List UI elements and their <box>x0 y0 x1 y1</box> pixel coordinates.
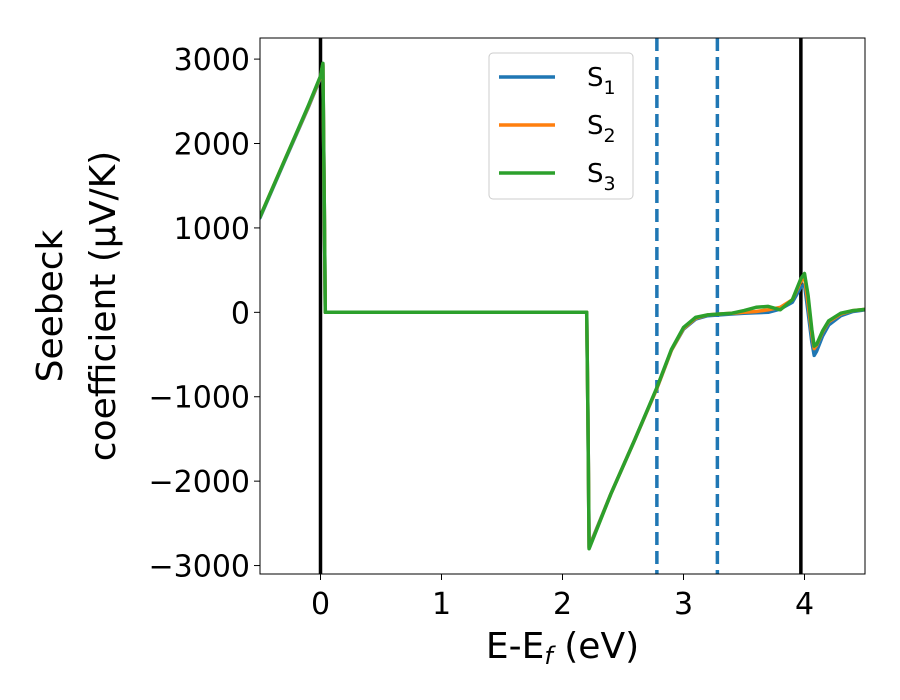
legend-entry-s1: S1 <box>499 63 616 99</box>
y-axis-label: Seebeck coefficient (μV/K) <box>30 151 124 461</box>
y-tick-label: −2000 <box>149 465 250 500</box>
legend-entry-s3: S3 <box>499 159 616 195</box>
legend-entry-s2: S2 <box>499 111 616 147</box>
legend-box <box>488 52 634 200</box>
legend-label: S2 <box>587 111 616 147</box>
x-tick-label: 2 <box>553 587 572 622</box>
y-tick-label: −1000 <box>149 381 250 416</box>
plot-area <box>260 38 865 574</box>
y-tick-label: 1000 <box>174 212 250 247</box>
x-axis-ticks: 0 1 2 3 4 <box>311 574 814 622</box>
y-axis-ticks: 3000 2000 1000 0 −1000 −2000 −3000 <box>149 43 260 585</box>
x-tick-label: 0 <box>311 587 330 622</box>
x-tick-label: 4 <box>795 587 814 622</box>
y-axis-label-line2: coefficient (μV/K) <box>83 151 124 461</box>
legend: S1 S2 S3 <box>488 52 634 200</box>
legend-label: S1 <box>587 63 616 99</box>
y-tick-label: 2000 <box>174 128 250 163</box>
y-tick-label: 3000 <box>174 43 250 78</box>
series-line-s3 <box>260 61 865 551</box>
vertical-reference-lines <box>318 38 803 574</box>
x-tick-label: 1 <box>432 587 451 622</box>
y-axis-label-line1: Seebeck <box>30 229 71 382</box>
y-tick-label: 0 <box>231 296 250 331</box>
legend-label: S3 <box>587 159 616 195</box>
series-lines <box>260 61 865 551</box>
y-tick-label: −3000 <box>149 550 250 585</box>
x-tick-label: 3 <box>674 587 693 622</box>
x-axis-label: E-Ef (eV) <box>486 626 639 670</box>
